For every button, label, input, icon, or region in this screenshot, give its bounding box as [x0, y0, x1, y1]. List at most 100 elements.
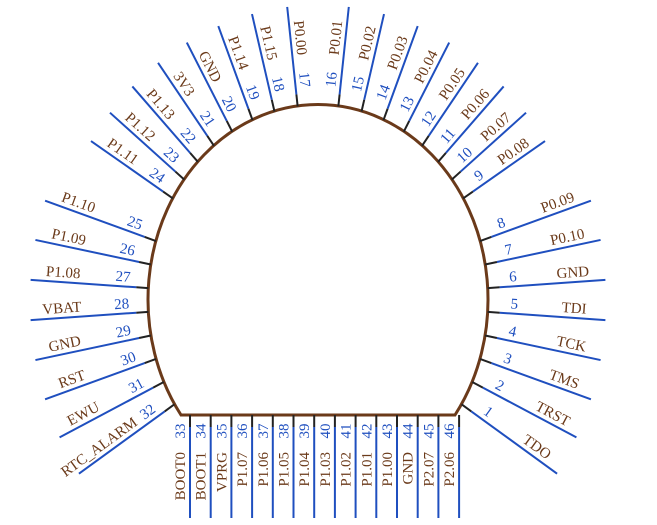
- pin-label: P1.05: [277, 452, 293, 487]
- pin-stub: [247, 108, 254, 121]
- pin-number: 19: [242, 83, 262, 103]
- pin-label: P0.00: [290, 20, 310, 56]
- pin-number: 29: [115, 323, 133, 342]
- pin-label: P1.02: [339, 452, 355, 487]
- pin-line: [490, 199, 592, 238]
- pin-line: [90, 140, 164, 193]
- pin-number: 6: [509, 269, 518, 286]
- pin-stub: [471, 381, 484, 389]
- pin-label: P1.07: [235, 452, 251, 487]
- pin-line: [157, 62, 209, 137]
- pin-line: [35, 337, 140, 362]
- pin-stub: [437, 152, 447, 163]
- pin-label: TCK: [555, 334, 588, 356]
- pin-line: [408, 42, 451, 122]
- pin-line: [490, 362, 592, 401]
- pin-line: [35, 238, 140, 263]
- pin-label: P1.06: [256, 452, 272, 487]
- pin-number: 22: [177, 125, 199, 147]
- pin-number: 13: [397, 94, 418, 115]
- pin-number: 26: [118, 241, 136, 260]
- pin-number: 45: [421, 424, 437, 439]
- pin-number: 17: [295, 71, 313, 88]
- pin-line: [496, 238, 601, 263]
- pin-line: [499, 311, 606, 322]
- pin-label: GND: [401, 452, 417, 485]
- pin-line: [338, 6, 350, 95]
- pin-number: 44: [401, 423, 417, 439]
- pin-line: [459, 111, 527, 173]
- pin-stub: [402, 120, 411, 133]
- pin-line: [386, 25, 419, 110]
- pin-stub: [382, 108, 389, 121]
- pin-number: 32: [137, 401, 159, 423]
- pin-stub: [174, 170, 185, 181]
- pin-stub: [295, 94, 299, 107]
- pin-line: [44, 199, 146, 238]
- pin-number: 3: [501, 351, 514, 369]
- pin-line: [109, 111, 177, 173]
- pin-number: 40: [318, 424, 334, 439]
- pin-stub: [337, 94, 341, 107]
- pin-line: [445, 85, 505, 154]
- pin-stub: [487, 286, 500, 290]
- pin-label: P1.00: [380, 452, 396, 487]
- pin-number: 4: [507, 324, 518, 341]
- chip-body: [146, 103, 490, 417]
- pin-line: [286, 6, 298, 95]
- pin-stub: [421, 135, 430, 147]
- pin-stub: [138, 334, 152, 340]
- pin-line: [482, 386, 577, 439]
- pin-number: 23: [160, 145, 182, 167]
- pin-number: 38: [277, 424, 293, 439]
- pin-number: 37: [256, 423, 272, 439]
- pin-label: GND: [47, 333, 82, 355]
- pin-stub: [360, 99, 366, 112]
- pin-number: 34: [194, 423, 210, 439]
- pin-number: 2: [492, 377, 506, 395]
- pin-stub: [189, 152, 199, 163]
- pin-stub: [144, 235, 157, 242]
- pin-label: P1.08: [45, 264, 81, 282]
- pin-number: 31: [126, 376, 147, 397]
- pin-number: 14: [374, 82, 394, 102]
- pin-label: P0.02: [356, 25, 379, 62]
- pin-stub: [206, 135, 215, 147]
- pin-number: 30: [119, 349, 139, 369]
- pin-label: BOOT0: [173, 452, 189, 500]
- pin-stub: [462, 190, 474, 200]
- pin-label: BOOT1: [194, 452, 210, 500]
- pin-label: P0.10: [549, 226, 586, 249]
- pin-number: 8: [495, 215, 508, 233]
- pin-stub: [479, 235, 492, 242]
- pin-label: P1.03: [318, 452, 334, 487]
- pin-label: P1.09: [50, 226, 87, 249]
- pin-line: [30, 278, 137, 289]
- pin-label: P2.07: [421, 452, 437, 487]
- pin-stub: [136, 286, 149, 290]
- pin-line: [499, 278, 606, 289]
- pin-label: GND: [556, 264, 590, 282]
- pin-number: 15: [349, 75, 368, 93]
- pin-label: P0.01: [327, 20, 347, 56]
- pin-stub: [164, 403, 175, 413]
- pin-number: 25: [125, 214, 145, 234]
- pin-stub: [484, 260, 498, 266]
- pin-number: 42: [359, 424, 375, 439]
- pin-number: 27: [115, 269, 132, 286]
- pin-line: [472, 140, 546, 193]
- pin-stub: [138, 260, 152, 266]
- pin-line: [44, 362, 146, 401]
- pin-number: 28: [114, 296, 130, 313]
- pin-stub: [487, 310, 500, 314]
- pin-label: TDI: [561, 300, 587, 318]
- pin-number: 16: [323, 71, 341, 88]
- pin-line: [185, 42, 228, 122]
- pin-line: [251, 13, 273, 101]
- pin-label: P1.04: [297, 452, 313, 487]
- pin-line: [78, 410, 166, 475]
- pin-stub: [479, 358, 492, 365]
- pin-number: 18: [268, 75, 287, 93]
- pin-number: 7: [503, 242, 514, 259]
